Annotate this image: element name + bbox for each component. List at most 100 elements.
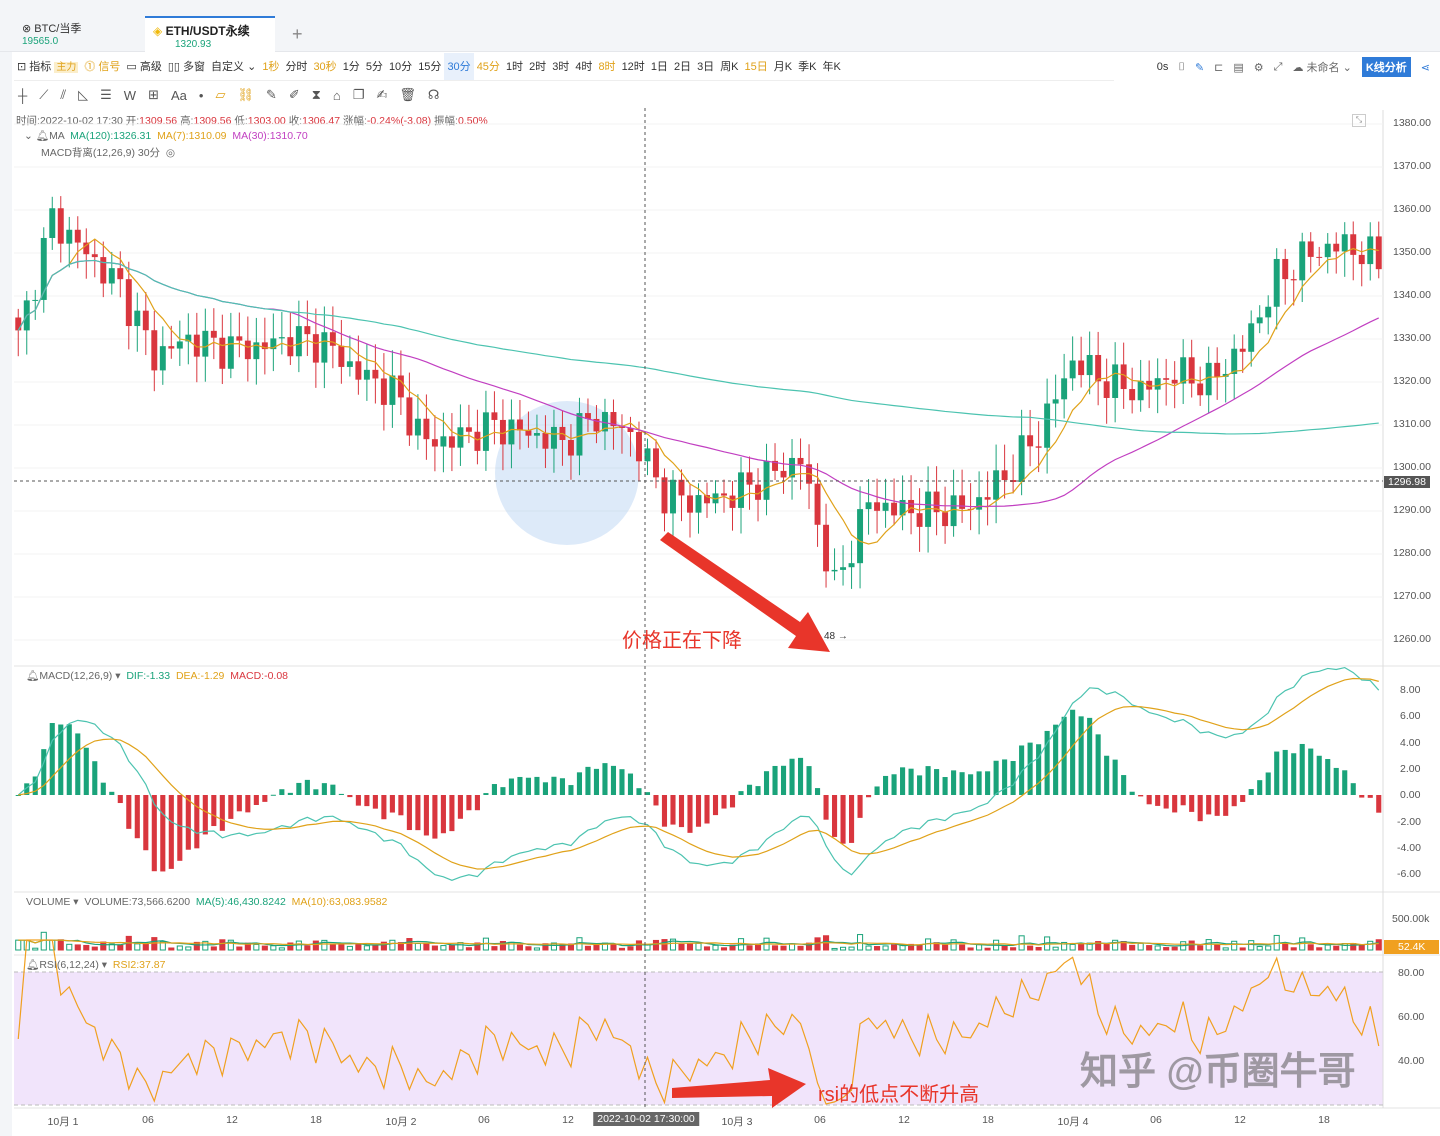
macd-bar bbox=[644, 792, 651, 795]
hide-icon[interactable]: ◎ bbox=[165, 147, 176, 159]
bell-icon[interactable]: 🔔︎ bbox=[35, 130, 50, 142]
macd-bar bbox=[211, 795, 217, 827]
interval-21[interactable]: 季K bbox=[798, 60, 817, 73]
volume-bar bbox=[372, 945, 379, 951]
trash-icon[interactable]: 🗑︎ bbox=[399, 87, 416, 102]
volume-bar bbox=[261, 945, 268, 951]
expand-icon[interactable]: ⤡ bbox=[1352, 114, 1366, 127]
tab-eth[interactable]: ◈ ETH/USDT永续 1320.93 bbox=[145, 16, 275, 52]
interval-11[interactable]: 3时 bbox=[552, 60, 570, 73]
interval-0[interactable]: 1秒 bbox=[262, 60, 280, 73]
candle bbox=[797, 457, 804, 465]
interval-13[interactable]: 8时 bbox=[598, 60, 616, 73]
bell-icon[interactable]: 🔔︎ bbox=[26, 959, 40, 971]
link-icon[interactable]: ⛓ bbox=[237, 87, 254, 102]
candle bbox=[261, 342, 268, 350]
candle bbox=[321, 332, 328, 363]
pattern-icon[interactable]: ⧗ bbox=[311, 87, 321, 102]
interval-19[interactable]: 15日 bbox=[744, 60, 768, 73]
interval-9[interactable]: 1时 bbox=[505, 60, 524, 73]
dropdown-icon[interactable]: ▾ bbox=[73, 896, 79, 908]
candle bbox=[1324, 243, 1331, 258]
add-window-icon[interactable]: ⊏ bbox=[1214, 61, 1224, 74]
volume-bar bbox=[355, 943, 362, 951]
dropdown-icon[interactable]: ▾ bbox=[115, 670, 121, 682]
interval-2[interactable]: 30秒 bbox=[313, 60, 337, 73]
collapse-icon[interactable]: ⌄ bbox=[24, 130, 36, 142]
macd-bar bbox=[1053, 724, 1059, 795]
interval-16[interactable]: 2日 bbox=[673, 60, 692, 73]
time-tick: 12 bbox=[898, 1114, 910, 1126]
line-icon[interactable]: ⟋ bbox=[39, 87, 49, 102]
camera-icon[interactable]: ⌷ bbox=[1178, 60, 1185, 73]
chart-icon: ⊡ bbox=[17, 60, 30, 73]
candle bbox=[1333, 243, 1340, 252]
time-tick: 18 bbox=[982, 1114, 994, 1126]
kline-analysis-button[interactable]: K线分析 bbox=[1361, 57, 1411, 77]
interval-10[interactable]: 2时 bbox=[529, 60, 547, 73]
dropdown-icon[interactable]: ▾ bbox=[101, 959, 108, 971]
macd-bar bbox=[134, 795, 140, 839]
macd-bar bbox=[364, 795, 370, 807]
hlines-icon[interactable]: ☰ bbox=[100, 87, 112, 102]
triangle-icon[interactable]: ◺ bbox=[78, 87, 89, 102]
interval-3[interactable]: 1分 bbox=[342, 60, 360, 73]
interval-15[interactable]: 1日 bbox=[650, 60, 668, 73]
interval-12[interactable]: 4时 bbox=[575, 60, 593, 73]
interval-20[interactable]: 月K bbox=[773, 60, 793, 73]
volume-bar bbox=[329, 943, 336, 951]
copy-icon[interactable]: ❐ bbox=[352, 87, 365, 102]
multi-window-button[interactable]: ▯▯ 多窗 bbox=[165, 53, 208, 80]
share-icon[interactable]: ⋖ bbox=[1420, 61, 1430, 74]
interval-1[interactable]: 分时 bbox=[285, 60, 308, 73]
candle bbox=[74, 229, 81, 243]
volume-bar bbox=[219, 939, 226, 951]
custom-dropdown[interactable]: 自定义 ⌄ bbox=[211, 60, 257, 73]
interval-22[interactable]: 年K bbox=[822, 60, 841, 73]
pencil-icon[interactable]: ✎ bbox=[1194, 61, 1205, 74]
interval-4[interactable]: 5分 bbox=[365, 60, 383, 73]
price-tick: 1370.00 bbox=[1393, 160, 1431, 172]
pen-icon[interactable]: ✎ bbox=[265, 87, 277, 102]
advanced-button[interactable]: ▭ 高级 bbox=[123, 53, 164, 80]
volume-bar bbox=[516, 944, 523, 951]
edit-icon[interactable]: ✍ bbox=[376, 87, 388, 102]
template-icon[interactable]: ▤ bbox=[1233, 61, 1244, 74]
candle bbox=[933, 491, 940, 513]
lock-icon[interactable]: ⌂ bbox=[332, 87, 341, 103]
macd-bar bbox=[1104, 755, 1110, 795]
volume-bar bbox=[1350, 943, 1357, 951]
interval-8[interactable]: 45分 bbox=[476, 60, 500, 73]
crosshair-icon[interactable]: ┼ bbox=[18, 87, 28, 103]
interval-6[interactable]: 15分 bbox=[418, 60, 442, 73]
magnet-icon[interactable]: ☊ bbox=[427, 87, 440, 102]
interval-18[interactable]: 周K bbox=[720, 60, 739, 73]
macd-bar bbox=[219, 795, 225, 831]
indicator-button[interactable]: ⊡ 指标 主力 bbox=[14, 53, 81, 80]
measure-icon[interactable]: ⊞ bbox=[148, 87, 159, 102]
volume-bar bbox=[1290, 947, 1297, 951]
interval-17[interactable]: 3日 bbox=[697, 60, 715, 73]
brush-icon[interactable]: ✐ bbox=[288, 87, 300, 102]
add-tab-button[interactable]: + bbox=[292, 24, 303, 44]
parallel-icon[interactable]: ⫽ bbox=[60, 87, 67, 102]
interval-14[interactable]: 12时 bbox=[621, 60, 645, 73]
ruler-icon[interactable]: ▱ bbox=[215, 87, 226, 102]
ma120-value: MA(120):1326.31 bbox=[70, 130, 152, 142]
macd-bar bbox=[177, 795, 183, 861]
wave-icon[interactable]: W bbox=[123, 87, 137, 103]
interval-5[interactable]: 10分 bbox=[388, 60, 413, 73]
text-tool[interactable]: Aa bbox=[170, 87, 187, 103]
fullscreen-icon[interactable]: ⤢ bbox=[1273, 60, 1283, 73]
settings-icon[interactable]: ⚙ bbox=[1253, 61, 1264, 74]
signal-button[interactable]: ⓵ 信号 bbox=[81, 53, 123, 80]
volume-bar bbox=[1035, 946, 1042, 951]
interval-7[interactable]: 30分 bbox=[444, 53, 474, 80]
text-icon[interactable]: • bbox=[198, 87, 204, 103]
bell-icon[interactable]: 🔔︎ bbox=[26, 670, 40, 682]
candle bbox=[823, 524, 830, 572]
layout-dropdown[interactable]: ☁ 未命名 ⌄ bbox=[1292, 59, 1351, 75]
tab-btc[interactable]: ⊗ BTC/当季 19565.0 bbox=[14, 16, 89, 52]
volume-bar bbox=[771, 945, 779, 951]
